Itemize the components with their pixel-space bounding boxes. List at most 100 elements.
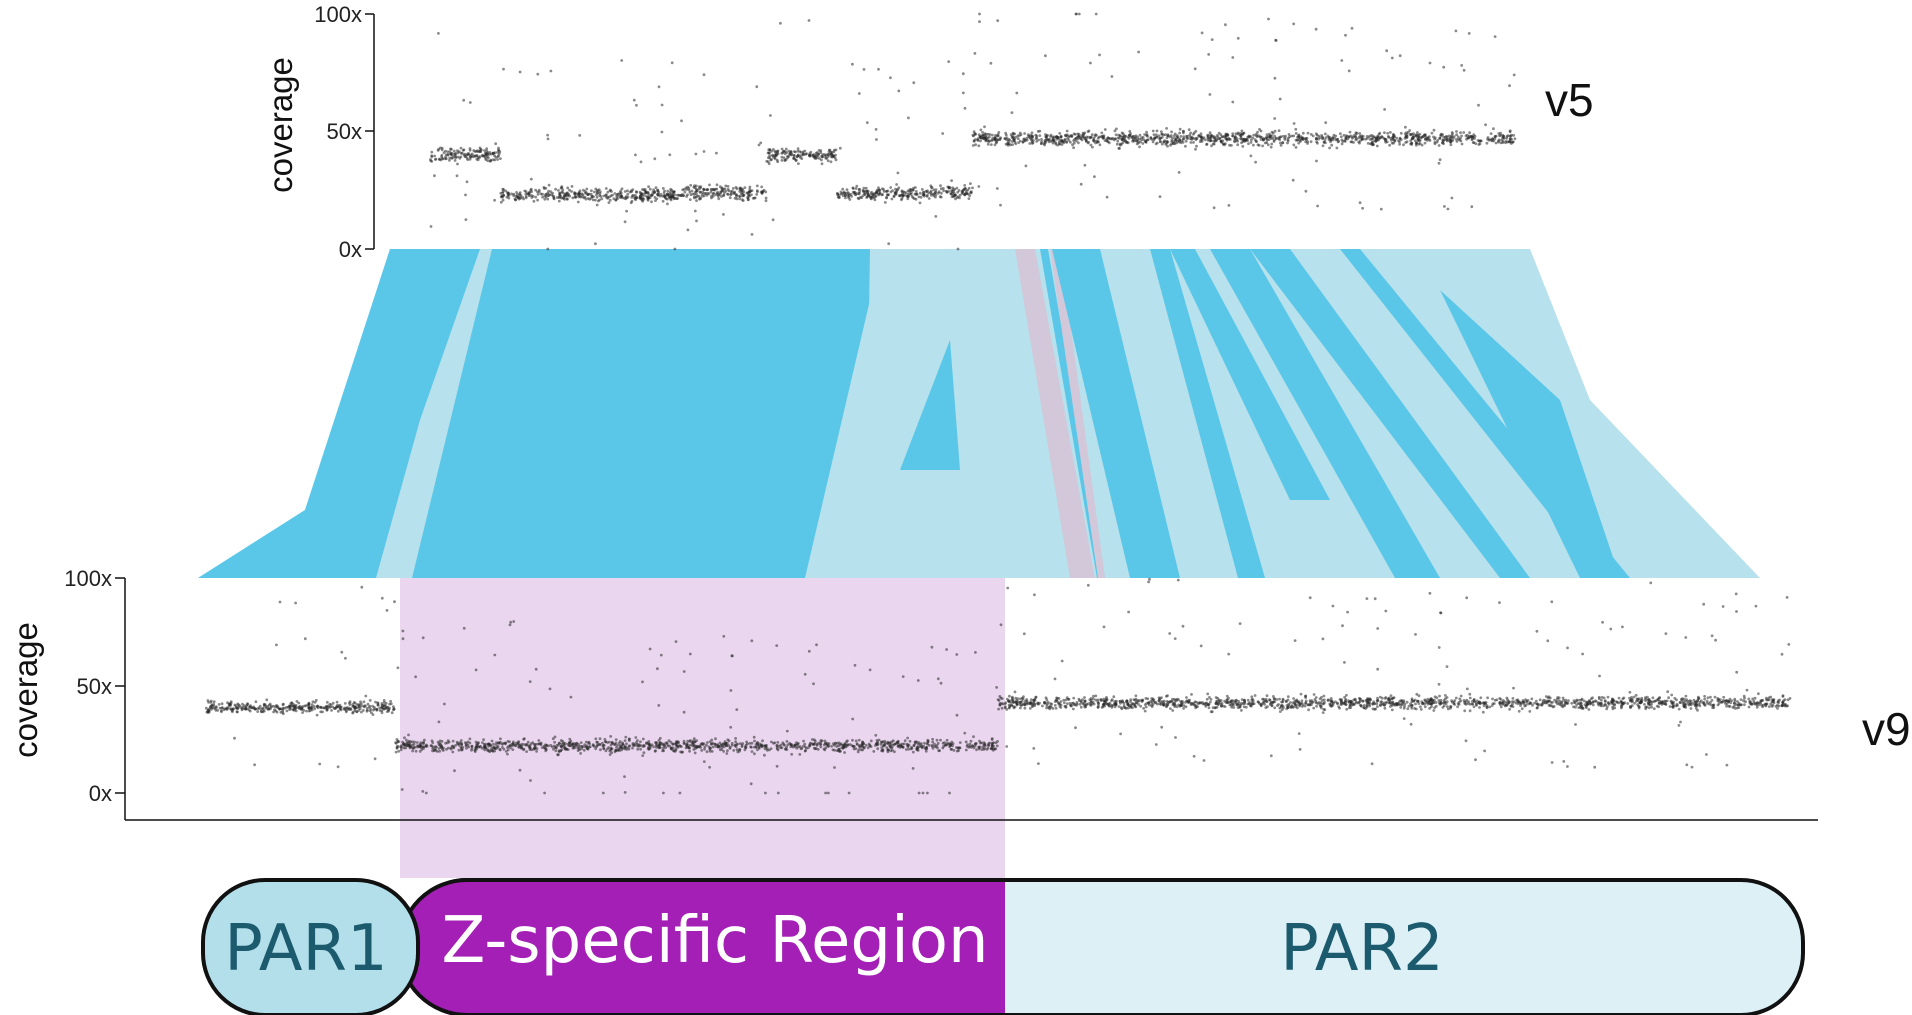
ribbon-inv-a — [1015, 249, 1095, 578]
v9-point — [1066, 702, 1069, 706]
v5-point — [993, 135, 997, 139]
v5-point — [1388, 143, 1391, 147]
v5-point — [1267, 17, 1270, 21]
v9-point — [866, 746, 870, 750]
v9-point — [247, 708, 251, 712]
v5-point — [1194, 147, 1197, 151]
v5-point — [1231, 56, 1235, 59]
v5-point — [449, 153, 453, 156]
v5-point — [1408, 129, 1412, 132]
v5-point — [1165, 126, 1168, 130]
v5-point — [1098, 53, 1101, 57]
v5-point — [887, 242, 891, 246]
v5-point — [1107, 137, 1111, 140]
v5-point — [1335, 146, 1339, 150]
v5-point — [1228, 143, 1231, 147]
v9-point — [744, 746, 747, 750]
v9-point — [226, 701, 229, 705]
v5-point — [947, 185, 951, 189]
v5-point — [820, 158, 823, 162]
v9-point — [614, 738, 618, 741]
v9-point — [1414, 702, 1417, 706]
v9-point — [359, 700, 362, 704]
v9-point — [230, 707, 233, 711]
v5-point — [693, 209, 697, 213]
v5-tick-label-0: 0x — [339, 237, 362, 262]
v5-point — [1024, 164, 1028, 168]
v9-point — [1620, 705, 1624, 708]
v9-point — [220, 706, 224, 710]
v9-point — [750, 745, 753, 749]
v5-point — [1116, 139, 1120, 143]
v9-point — [693, 751, 697, 755]
v9-point — [851, 717, 855, 721]
v5-point — [1075, 139, 1078, 143]
v9-point — [511, 742, 515, 746]
ribbon-z-b — [735, 249, 895, 578]
v5-point — [955, 186, 959, 190]
v5-point — [1270, 130, 1274, 134]
v5-point — [1221, 135, 1224, 139]
v9-point — [609, 735, 613, 738]
v5-point — [1306, 131, 1310, 135]
v5-point — [1460, 134, 1463, 138]
v5-point — [620, 187, 624, 191]
v5-point — [1089, 135, 1092, 139]
v5-point — [787, 149, 791, 153]
v5-point — [693, 186, 697, 190]
v9-point — [812, 682, 815, 686]
v5-point — [889, 190, 893, 194]
v9-point — [407, 741, 410, 744]
v5-point — [1062, 141, 1066, 145]
v9-point — [459, 741, 463, 745]
v5-point — [476, 149, 479, 153]
v9-point — [1504, 703, 1508, 707]
v5-point — [1278, 138, 1282, 142]
v5-point — [1143, 133, 1146, 136]
v9-point — [583, 743, 587, 747]
v5-point — [738, 187, 742, 191]
v5-point — [1052, 135, 1056, 139]
v5-point — [673, 197, 677, 200]
v9-point — [907, 743, 911, 747]
v5-point — [708, 183, 711, 187]
v9-point — [856, 750, 860, 754]
v9-point — [791, 745, 795, 749]
v5-point — [662, 191, 666, 195]
v5-point — [952, 194, 956, 198]
v9-point — [506, 752, 509, 756]
v5-point — [551, 191, 554, 195]
v9-point — [506, 740, 510, 743]
v9-point — [214, 708, 218, 712]
v5-point — [1084, 139, 1088, 143]
v5-point — [507, 193, 511, 197]
v9-point — [661, 749, 664, 753]
v5-point — [1484, 123, 1487, 127]
v5-point — [971, 144, 975, 147]
v9-point — [908, 739, 912, 743]
v5-point — [856, 196, 860, 200]
v5-point — [1166, 134, 1170, 138]
v5-point — [499, 157, 502, 161]
v9-point — [493, 653, 497, 657]
v5-point — [694, 195, 698, 199]
v5-point — [680, 119, 683, 123]
v5-point — [1410, 141, 1413, 145]
v5-point — [1499, 141, 1503, 145]
v9-point — [637, 743, 641, 746]
v9-point — [534, 667, 538, 671]
v5-point — [1412, 132, 1415, 136]
v9-point — [487, 742, 491, 746]
v5-point — [529, 177, 533, 181]
v5-point — [529, 188, 533, 192]
v9-point — [1004, 705, 1007, 709]
v5-point — [1339, 135, 1343, 139]
v5-point — [802, 152, 805, 156]
v5-point — [1460, 64, 1464, 67]
v9-point — [275, 704, 278, 707]
v9-point — [695, 744, 699, 748]
v5-point — [1345, 134, 1348, 138]
v9-point — [974, 651, 977, 654]
v9-point — [1019, 697, 1022, 701]
